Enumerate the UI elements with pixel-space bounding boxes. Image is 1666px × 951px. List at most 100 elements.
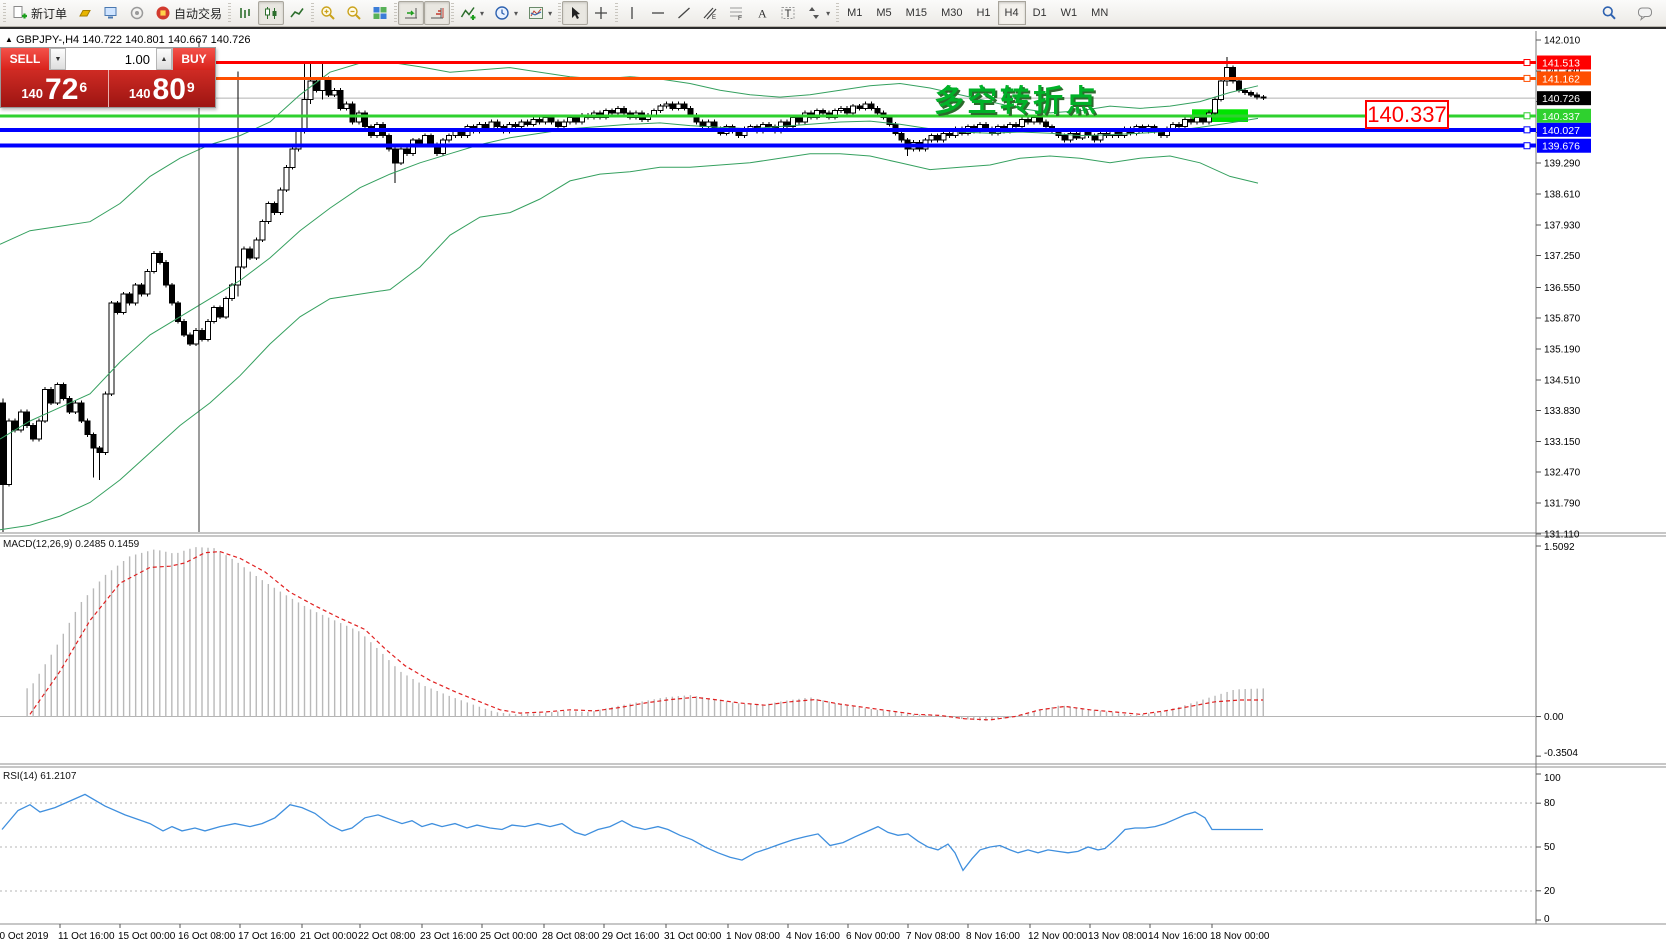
charts-button[interactable] xyxy=(72,1,98,25)
bars-icon xyxy=(237,5,253,21)
chevron-down-icon: ▾ xyxy=(548,8,553,18)
chart-window: 142.010141.330140.650139.970139.290138.6… xyxy=(0,27,1666,951)
hline-support-high-handle[interactable] xyxy=(1523,126,1531,134)
market-watch-button[interactable] xyxy=(98,1,124,25)
line-chart-button[interactable] xyxy=(284,1,310,25)
volume-decrease-button[interactable]: ▼ xyxy=(50,48,66,70)
svg-text:13 Nov 08:00: 13 Nov 08:00 xyxy=(1088,931,1148,942)
axis-label-support-low: 139.676 xyxy=(1537,138,1591,153)
pane-separators xyxy=(0,31,1666,925)
channel-icon: E xyxy=(702,5,718,21)
sell-price[interactable]: 140 72 6 xyxy=(1,70,109,107)
price-level-box[interactable]: 140.337 xyxy=(1365,100,1449,129)
timeframe-m5-button[interactable]: M5 xyxy=(876,7,892,19)
buy-button[interactable]: BUY xyxy=(173,48,215,70)
crosshair-button[interactable] xyxy=(588,1,614,25)
equidistant-channel-button[interactable]: E xyxy=(697,1,723,25)
tiles-icon xyxy=(372,5,388,21)
timeframe-h1-button[interactable]: H1 xyxy=(976,7,991,19)
horizontal-line-button[interactable] xyxy=(645,1,671,25)
hline-support-low-handle[interactable] xyxy=(1523,142,1531,150)
chat-icon[interactable] xyxy=(1632,1,1658,25)
rsi-indicator-label: RSI(14) 61.2107 xyxy=(3,771,77,782)
cursor-icon xyxy=(567,5,583,21)
autotrading-label: 自动交易 xyxy=(174,6,223,21)
svg-text:0.00: 0.00 xyxy=(1544,712,1564,723)
volume-increase-button[interactable]: ▲ xyxy=(156,48,172,70)
signal-icon xyxy=(129,5,145,21)
buy-price[interactable]: 140 80 9 xyxy=(108,70,215,107)
rsi-axis: 100 80 50 20 0 xyxy=(1536,773,1561,925)
sell-button[interactable]: SELL xyxy=(1,48,49,70)
new-order-button[interactable]: 新订单 xyxy=(7,1,72,25)
gold-icon xyxy=(77,5,93,21)
hline-pivot-green-handle[interactable] xyxy=(1523,112,1531,120)
fibonacci-retracement-button[interactable]: F xyxy=(723,1,749,25)
volume-input[interactable] xyxy=(66,48,156,70)
autoscroll-icon xyxy=(403,5,419,21)
timeframe-m1-button[interactable]: M1 xyxy=(847,7,863,19)
svg-text:141.162: 141.162 xyxy=(1542,73,1580,85)
signals-button[interactable] xyxy=(124,1,150,25)
bar-chart-button[interactable] xyxy=(232,1,258,25)
svg-text:4 Nov 16:00: 4 Nov 16:00 xyxy=(786,931,840,942)
hline-resistance-high-handle[interactable] xyxy=(1523,59,1531,67)
buy-price-pips: 80 xyxy=(152,73,186,106)
zoom-in-button[interactable] xyxy=(315,1,341,25)
vline-icon xyxy=(624,5,640,21)
templates-button[interactable]: ▾ xyxy=(523,1,557,25)
axis-label-resistance-low: 141.162 xyxy=(1537,71,1591,86)
bollinger-lower-band xyxy=(0,153,1259,531)
axis-label-resistance-high: 141.513 xyxy=(1537,55,1591,70)
chart-annotation-text[interactable]: 多空转折点 xyxy=(934,85,1099,118)
svg-text:135.870: 135.870 xyxy=(1544,314,1581,325)
vertical-line-button[interactable] xyxy=(619,1,645,25)
macd-indicator-label: MACD(12,26,9) 0.2485 0.1459 xyxy=(3,539,140,550)
svg-text:140.726: 140.726 xyxy=(1542,93,1580,105)
chart-canvas: 142.010141.330140.650139.970139.290138.6… xyxy=(0,31,1666,942)
arrows-button[interactable]: ▾ xyxy=(801,1,835,25)
text-label-button[interactable]: T xyxy=(775,1,801,25)
tile-windows-button[interactable] xyxy=(367,1,393,25)
chartshift-icon xyxy=(429,5,445,21)
indicators-button[interactable]: ▾ xyxy=(455,1,489,25)
periods-button[interactable]: ▾ xyxy=(489,1,523,25)
buy-price-big-figure: 140 xyxy=(128,86,151,101)
one-click-trading-panel: SELL ▼ ▲ BUY 140 72 6 140 80 9 xyxy=(0,47,216,108)
svg-text:E: E xyxy=(712,15,716,21)
chart-shift-button[interactable] xyxy=(424,1,451,25)
crosshair-icon xyxy=(593,5,609,21)
clock-icon xyxy=(494,5,510,21)
arrows-icon xyxy=(806,5,822,21)
bollinger-bands xyxy=(0,61,1259,531)
svg-text:A: A xyxy=(758,7,767,21)
toolbar: 新订单 自动交易 ▾ ▾ ▾ E F A T ▾ M1 M5 M15 M30 H1 H4 D1 W1 MN xyxy=(0,0,1666,27)
svg-text:15 Oct 00:00: 15 Oct 00:00 xyxy=(118,931,176,942)
sell-price-big-figure: 140 xyxy=(21,86,44,101)
timeframe-w1-button[interactable]: W1 xyxy=(1060,7,1078,19)
new-order-label: 新订单 xyxy=(31,6,68,21)
cursor-button[interactable] xyxy=(562,1,589,25)
symbol-ohlc-text: GBPJPY-,H4 140.722 140.801 140.667 140.7… xyxy=(15,34,251,46)
svg-text:20: 20 xyxy=(1544,886,1556,897)
search-icon[interactable] xyxy=(1596,1,1622,25)
hline-resistance-low-handle[interactable] xyxy=(1523,74,1531,82)
svg-text:139.290: 139.290 xyxy=(1544,159,1581,170)
timeframe-mn-button[interactable]: MN xyxy=(1091,7,1109,19)
candlestick-chart-button[interactable] xyxy=(258,1,285,25)
autotrading-button[interactable]: 自动交易 xyxy=(150,1,227,25)
timeframe-h4-button[interactable]: H4 xyxy=(997,1,1026,25)
timeframe-m30-button[interactable]: M30 xyxy=(941,7,963,19)
timeframe-m15-button[interactable]: M15 xyxy=(905,7,928,19)
svg-text:6 Nov 00:00: 6 Nov 00:00 xyxy=(846,931,900,942)
trendline-button[interactable] xyxy=(671,1,697,25)
text-button[interactable]: A xyxy=(749,1,775,25)
linechart-icon xyxy=(289,5,305,21)
svg-text:140.337: 140.337 xyxy=(1542,111,1580,123)
zoom-in-icon xyxy=(320,5,336,21)
auto-scroll-button[interactable] xyxy=(398,1,425,25)
zoom-out-button[interactable] xyxy=(341,1,367,25)
timeframe-d1-button[interactable]: D1 xyxy=(1032,7,1047,19)
